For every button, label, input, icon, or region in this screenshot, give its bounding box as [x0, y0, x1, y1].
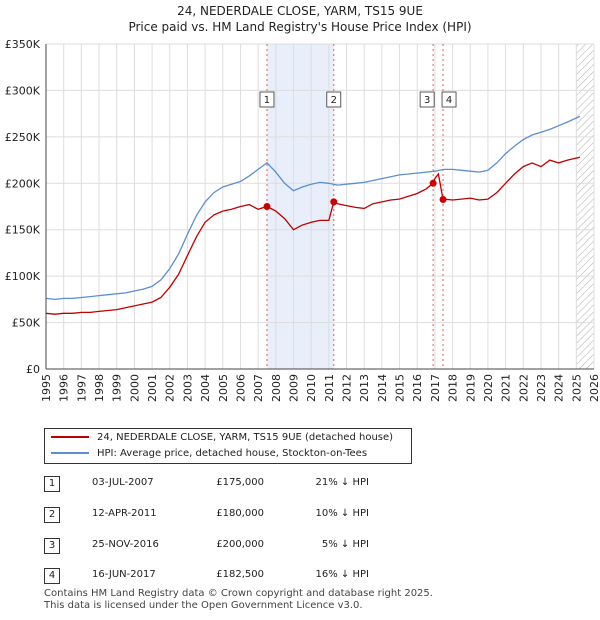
sale-label-box-2: [326, 91, 342, 108]
y-tick-label: £250K: [5, 131, 41, 144]
x-tick-label: 2012: [341, 374, 354, 402]
y-tick-label: £200K: [5, 177, 41, 190]
sale-price: £180,000: [216, 508, 264, 519]
chart-title: 24, NEDERDALE CLOSE, YARM, TS15 9UE: [177, 4, 423, 18]
sale-point-2: [330, 198, 338, 206]
x-tick-label: 2013: [358, 374, 371, 402]
x-tick-label: 2026: [588, 374, 600, 402]
x-tick-label: 2019: [464, 374, 477, 402]
x-tick-label: 2001: [146, 374, 159, 402]
x-tick-label: 2018: [447, 374, 460, 402]
sale-marker-box: 1: [44, 476, 60, 492]
x-tick-label: 2023: [535, 374, 548, 402]
x-tick-label: 2002: [164, 374, 177, 402]
sale-price: £182,500: [216, 569, 264, 580]
x-tick-label: 2014: [376, 374, 389, 402]
sale-point-3: [429, 179, 437, 187]
x-tick-label: 1999: [111, 374, 124, 402]
sale-date: 25-NOV-2016: [92, 539, 159, 550]
y-tick-label: £350K: [5, 38, 41, 51]
x-tick-label: 2025: [570, 374, 583, 402]
sale-label-1: 1: [264, 95, 270, 106]
sale-hpi-diff: 10% ↓ HPI: [315, 508, 369, 519]
x-tick-label: 2010: [305, 374, 318, 402]
sale-date: 12-APR-2011: [92, 508, 157, 519]
sale-point-1: [263, 203, 271, 210]
chart-subtitle: Price paid vs. HM Land Registry's House …: [128, 20, 472, 34]
legend-blue-line: [51, 452, 89, 454]
x-tick-label: 2011: [323, 374, 336, 402]
y-tick-label: £50K: [12, 317, 41, 330]
sale-label-3: 3: [424, 95, 430, 106]
x-tick-label: 2004: [199, 374, 212, 402]
x-tick-label: 2005: [217, 374, 230, 402]
x-tick-label: 2006: [234, 374, 247, 402]
footer-copyright: Contains HM Land Registry data © Crown c…: [44, 588, 433, 599]
x-tick-label: 2000: [128, 374, 141, 402]
hpi-line: [45, 115, 581, 301]
x-tick-label: 2024: [553, 374, 566, 402]
sale-point-4: [439, 196, 447, 204]
sale-price: £200,000: [216, 539, 264, 550]
legend-red-line: [51, 436, 89, 438]
legend: 24, NEDERDALE CLOSE, YARM, TS15 9UE (det…: [44, 428, 412, 464]
x-tick-label: 2021: [500, 374, 513, 402]
footer-licence: This data is licensed under the Open Gov…: [44, 600, 363, 611]
y-tick-label: £100K: [5, 270, 41, 283]
legend-item-hpi: HPI: Average price, detached house, Stoc…: [51, 447, 367, 461]
x-tick-label: 2003: [181, 374, 194, 402]
x-tick-label: 2020: [482, 374, 495, 402]
sale-price: £175,000: [216, 477, 264, 488]
sale-label-4: 4: [446, 95, 452, 106]
sale-label-2: 2: [331, 95, 337, 106]
sale-date: 03-JUL-2007: [92, 477, 154, 488]
x-tick-label: 2017: [429, 374, 442, 402]
x-tick-label: 2022: [517, 374, 530, 402]
x-tick-label: 1998: [93, 374, 106, 402]
sale-label-box-3: [419, 91, 435, 108]
y-tick-label: £300K: [5, 84, 41, 97]
sale-marker-box: 4: [44, 568, 60, 584]
x-tick-label: 2016: [411, 374, 424, 402]
sale-hpi-diff: 5% ↓ HPI: [321, 539, 369, 550]
x-tick-label: 2009: [287, 374, 300, 402]
y-tick-label: £0: [26, 363, 40, 376]
legend-hpi-label: HPI: Average price, detached house, Stoc…: [97, 448, 368, 459]
sale-label-box-4: [441, 91, 457, 108]
y-tick-label: £150K: [5, 224, 41, 237]
x-tick-label: 2007: [252, 374, 265, 402]
sale-label-box-1: [259, 91, 275, 108]
legend-item-property: 24, NEDERDALE CLOSE, YARM, TS15 9UE (det…: [51, 431, 393, 445]
x-tick-label: 1997: [75, 374, 88, 402]
shaded-period: [266, 44, 334, 369]
sale-marker-box: 2: [44, 507, 60, 523]
x-tick-label: 2015: [394, 374, 407, 402]
property-price-line: [45, 156, 581, 315]
sale-date: 16-JUN-2017: [92, 569, 156, 580]
x-tick-label: 2008: [270, 374, 283, 402]
sale-marker-box: 3: [44, 538, 60, 554]
sale-hpi-diff: 21% ↓ HPI: [315, 477, 369, 488]
x-tick-label: 1996: [58, 374, 71, 402]
sale-hpi-diff: 16% ↓ HPI: [315, 569, 369, 580]
legend-property-label: 24, NEDERDALE CLOSE, YARM, TS15 9UE (det…: [97, 432, 394, 443]
forecast-region: [576, 44, 594, 369]
x-tick-label: 1995: [40, 374, 53, 402]
